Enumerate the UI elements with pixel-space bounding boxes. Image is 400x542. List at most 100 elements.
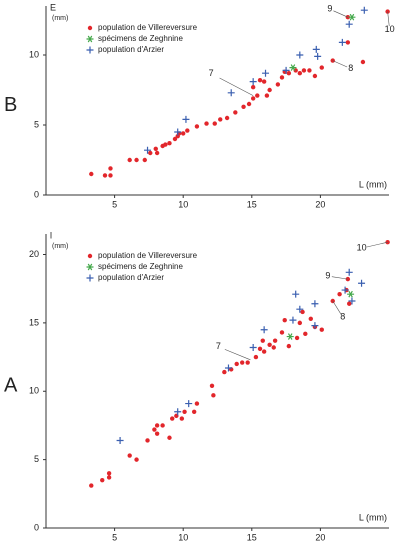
- point: [257, 346, 263, 352]
- x-tick-label: 15: [247, 199, 257, 209]
- y-axis-label: l: [50, 230, 52, 240]
- point: [179, 416, 185, 421]
- annotation: 8: [340, 311, 345, 321]
- point: [279, 330, 285, 335]
- point: [360, 6, 368, 14]
- point: [154, 423, 160, 428]
- legend-label: population de Villereversure: [98, 23, 198, 32]
- point: [145, 438, 150, 443]
- point: [347, 290, 355, 298]
- point: [297, 71, 303, 76]
- point: [234, 361, 239, 367]
- point: [307, 68, 312, 73]
- legend-marker: [87, 25, 93, 31]
- series: [289, 13, 356, 71]
- point: [224, 364, 232, 372]
- y-tick-label: 0: [34, 189, 39, 199]
- point: [308, 316, 313, 321]
- point: [249, 343, 257, 351]
- point: [163, 142, 168, 147]
- point: [282, 66, 290, 74]
- x-tick-label: 15: [247, 532, 257, 542]
- point: [249, 78, 257, 86]
- series: [286, 290, 355, 340]
- point: [262, 69, 270, 77]
- point: [255, 93, 260, 98]
- point: [246, 101, 252, 107]
- x-tick-label: 5: [112, 199, 117, 209]
- point: [142, 157, 147, 163]
- point: [170, 416, 175, 421]
- point: [292, 290, 300, 298]
- point: [204, 121, 209, 126]
- point: [191, 409, 197, 414]
- legend-marker: [87, 253, 93, 259]
- point: [154, 150, 160, 156]
- point: [127, 157, 132, 163]
- point: [245, 360, 250, 365]
- point: [314, 52, 322, 60]
- y-tick-label: 5: [34, 119, 39, 129]
- point: [337, 291, 342, 297]
- legend-label: population d'Arzier: [98, 45, 164, 54]
- point: [241, 104, 246, 110]
- point: [312, 45, 320, 53]
- leader-line: [333, 10, 348, 18]
- point: [194, 401, 200, 406]
- leader-line: [219, 77, 254, 96]
- series: [144, 6, 368, 154]
- x-tick-label: 10: [178, 199, 188, 209]
- point: [218, 117, 223, 122]
- point: [153, 146, 158, 151]
- point: [338, 38, 346, 46]
- point: [312, 73, 318, 79]
- point: [212, 121, 217, 126]
- point: [271, 345, 276, 350]
- point: [102, 173, 108, 178]
- x-axis-label: L (mm): [359, 512, 387, 522]
- point: [267, 87, 272, 93]
- point: [127, 453, 132, 458]
- point: [89, 171, 94, 177]
- annotation: 8: [348, 63, 353, 73]
- point: [272, 338, 278, 343]
- point: [211, 393, 216, 398]
- y-tick-label: 10: [29, 49, 39, 59]
- point: [148, 150, 153, 156]
- point: [257, 78, 263, 83]
- annotation: 10: [385, 24, 395, 34]
- x-tick-label: 10: [178, 532, 188, 542]
- point: [289, 64, 297, 71]
- y-axis-unit: (mm): [52, 243, 68, 250]
- point: [360, 59, 366, 65]
- point: [160, 423, 165, 428]
- point: [348, 297, 356, 305]
- point: [267, 342, 272, 347]
- point: [134, 457, 139, 462]
- leader-line: [332, 60, 348, 68]
- leader-line: [366, 241, 388, 248]
- point: [250, 85, 256, 90]
- point: [224, 115, 230, 121]
- legend-label: population de Villereversure: [98, 251, 198, 260]
- legend-label: spécimens de Zeghnine: [98, 34, 183, 43]
- point: [260, 326, 268, 334]
- legend-marker: [86, 46, 94, 54]
- annotation: 7: [209, 68, 214, 78]
- point: [222, 369, 227, 375]
- point: [261, 349, 267, 354]
- point: [106, 471, 112, 476]
- point: [182, 115, 190, 123]
- panel-label: B: [4, 94, 17, 116]
- y-tick-label: 20: [29, 249, 39, 259]
- legend-marker: [86, 263, 94, 271]
- point: [264, 93, 270, 98]
- point: [209, 383, 215, 388]
- leader-line: [387, 11, 390, 27]
- annotation: 9: [327, 4, 332, 14]
- point: [182, 409, 187, 414]
- y-axis-label: E: [50, 2, 56, 12]
- point: [348, 13, 356, 21]
- point: [89, 483, 94, 488]
